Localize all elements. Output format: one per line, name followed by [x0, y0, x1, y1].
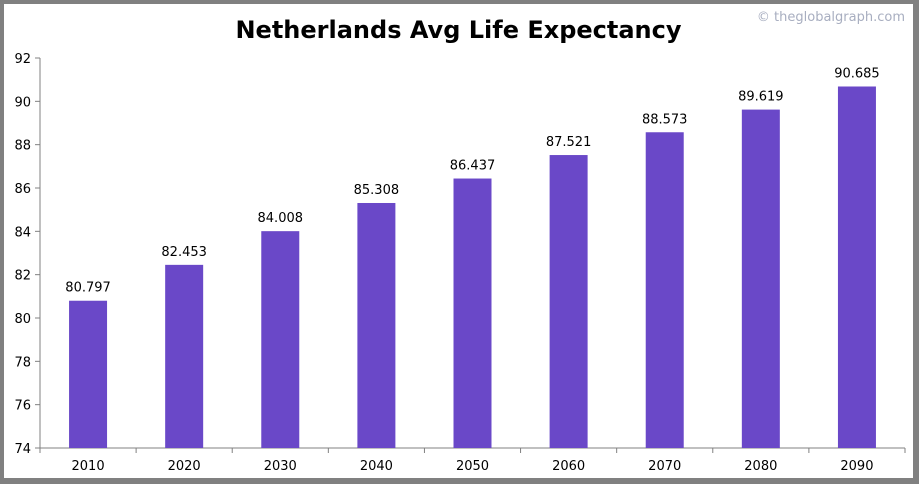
data-label: 88.573 — [642, 112, 688, 127]
y-tick-label: 84 — [14, 225, 31, 240]
y-tick-label: 90 — [14, 95, 31, 110]
x-tick-label: 2020 — [168, 459, 201, 474]
x-tick-label: 2010 — [72, 459, 105, 474]
y-tick-label: 86 — [14, 182, 31, 197]
bar — [549, 155, 588, 449]
bar — [453, 178, 492, 448]
bar — [69, 300, 108, 448]
watermark: © theglobalgraph.com — [756, 10, 905, 25]
bar — [165, 264, 204, 448]
x-tick-label: 2070 — [648, 459, 681, 474]
chart-title: Netherlands Avg Life Expectancy — [235, 16, 682, 44]
x-tick-label: 2080 — [744, 459, 777, 474]
data-label: 87.521 — [546, 135, 592, 150]
data-label: 89.619 — [738, 90, 784, 105]
y-tick-label: 80 — [14, 312, 31, 327]
bar — [261, 231, 300, 448]
data-label: 90.685 — [834, 66, 880, 81]
x-tick-label: 2060 — [552, 459, 585, 474]
y-tick-label: 82 — [14, 269, 31, 284]
y-tick-label: 76 — [14, 399, 31, 414]
data-label: 80.797 — [65, 281, 111, 296]
data-label: 82.453 — [161, 245, 207, 260]
data-label: 84.008 — [258, 211, 304, 226]
data-label: 86.437 — [450, 159, 496, 174]
y-tick-label: 92 — [14, 52, 31, 67]
y-tick-label: 88 — [14, 139, 31, 154]
x-tick-label: 2040 — [360, 459, 393, 474]
y-tick-label: 74 — [14, 442, 31, 457]
y-tick-label: 78 — [14, 355, 31, 370]
x-tick-label: 2090 — [840, 459, 873, 474]
x-tick-label: 2030 — [264, 459, 297, 474]
bar — [741, 109, 780, 449]
bar — [837, 86, 876, 448]
bar — [645, 132, 684, 449]
data-label: 85.308 — [354, 183, 400, 198]
bar — [357, 202, 396, 448]
x-tick-label: 2050 — [456, 459, 489, 474]
